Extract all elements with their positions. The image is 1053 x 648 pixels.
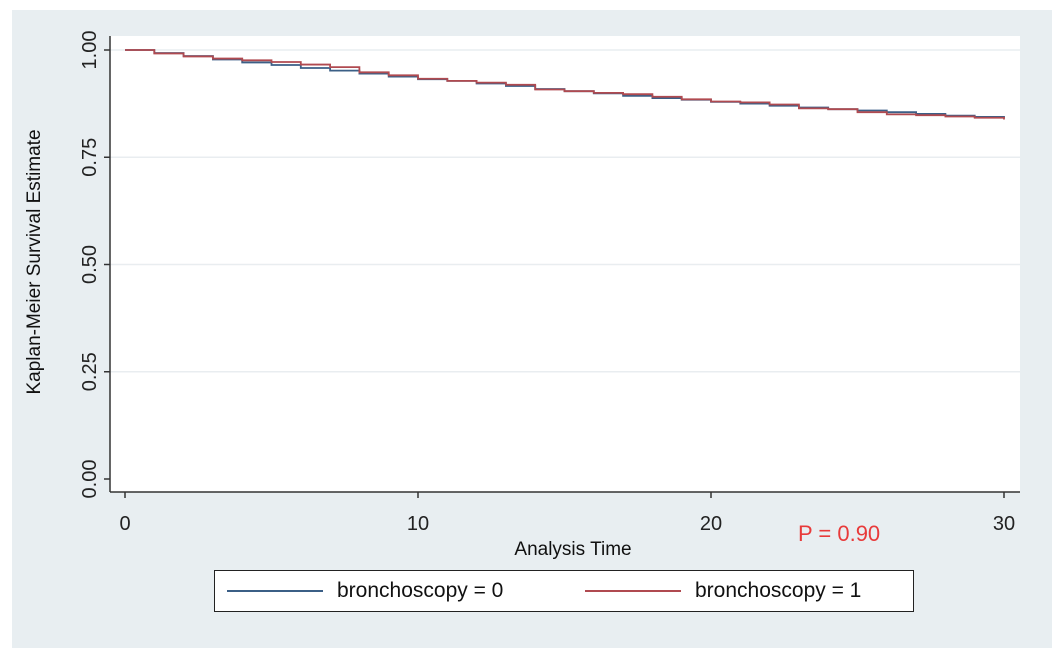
- y-ticks: 0.00 0.25 0.50 0.75 1.00: [79, 31, 110, 499]
- legend-swatch-1: [585, 590, 681, 592]
- legend-item-series-1: bronchoscopy = 1: [585, 571, 861, 611]
- y-tick-label: 0.00: [79, 460, 101, 499]
- km-curve-series-1: [125, 49, 1005, 120]
- series-lines: [125, 49, 1005, 120]
- legend-label-0: bronchoscopy = 0: [337, 579, 504, 602]
- x-ticks: 0 10 20 30: [119, 492, 1015, 535]
- legend-item-series-0: bronchoscopy = 0: [227, 571, 503, 611]
- y-axis-title: Kaplan-Meier Survival Estimate: [24, 129, 45, 394]
- y-tick-label: 1.00: [79, 31, 101, 70]
- y-tick-label: 0.75: [79, 138, 101, 177]
- x-tick-label: 0: [119, 513, 130, 535]
- p-value-annotation: P = 0.90: [798, 521, 880, 546]
- x-tick-label: 20: [700, 513, 722, 535]
- grid-lines: [110, 49, 1020, 373]
- x-axis-title: Analysis Time: [514, 539, 631, 560]
- y-tick-label: 0.25: [79, 352, 101, 391]
- x-tick-label: 10: [407, 513, 429, 535]
- y-tick-label: 0.50: [79, 245, 101, 284]
- legend: bronchoscopy = 0 bronchoscopy = 1: [214, 570, 914, 612]
- legend-label-1: bronchoscopy = 1: [695, 579, 862, 602]
- x-tick-label: 30: [993, 513, 1015, 535]
- legend-swatch-0: [227, 590, 323, 592]
